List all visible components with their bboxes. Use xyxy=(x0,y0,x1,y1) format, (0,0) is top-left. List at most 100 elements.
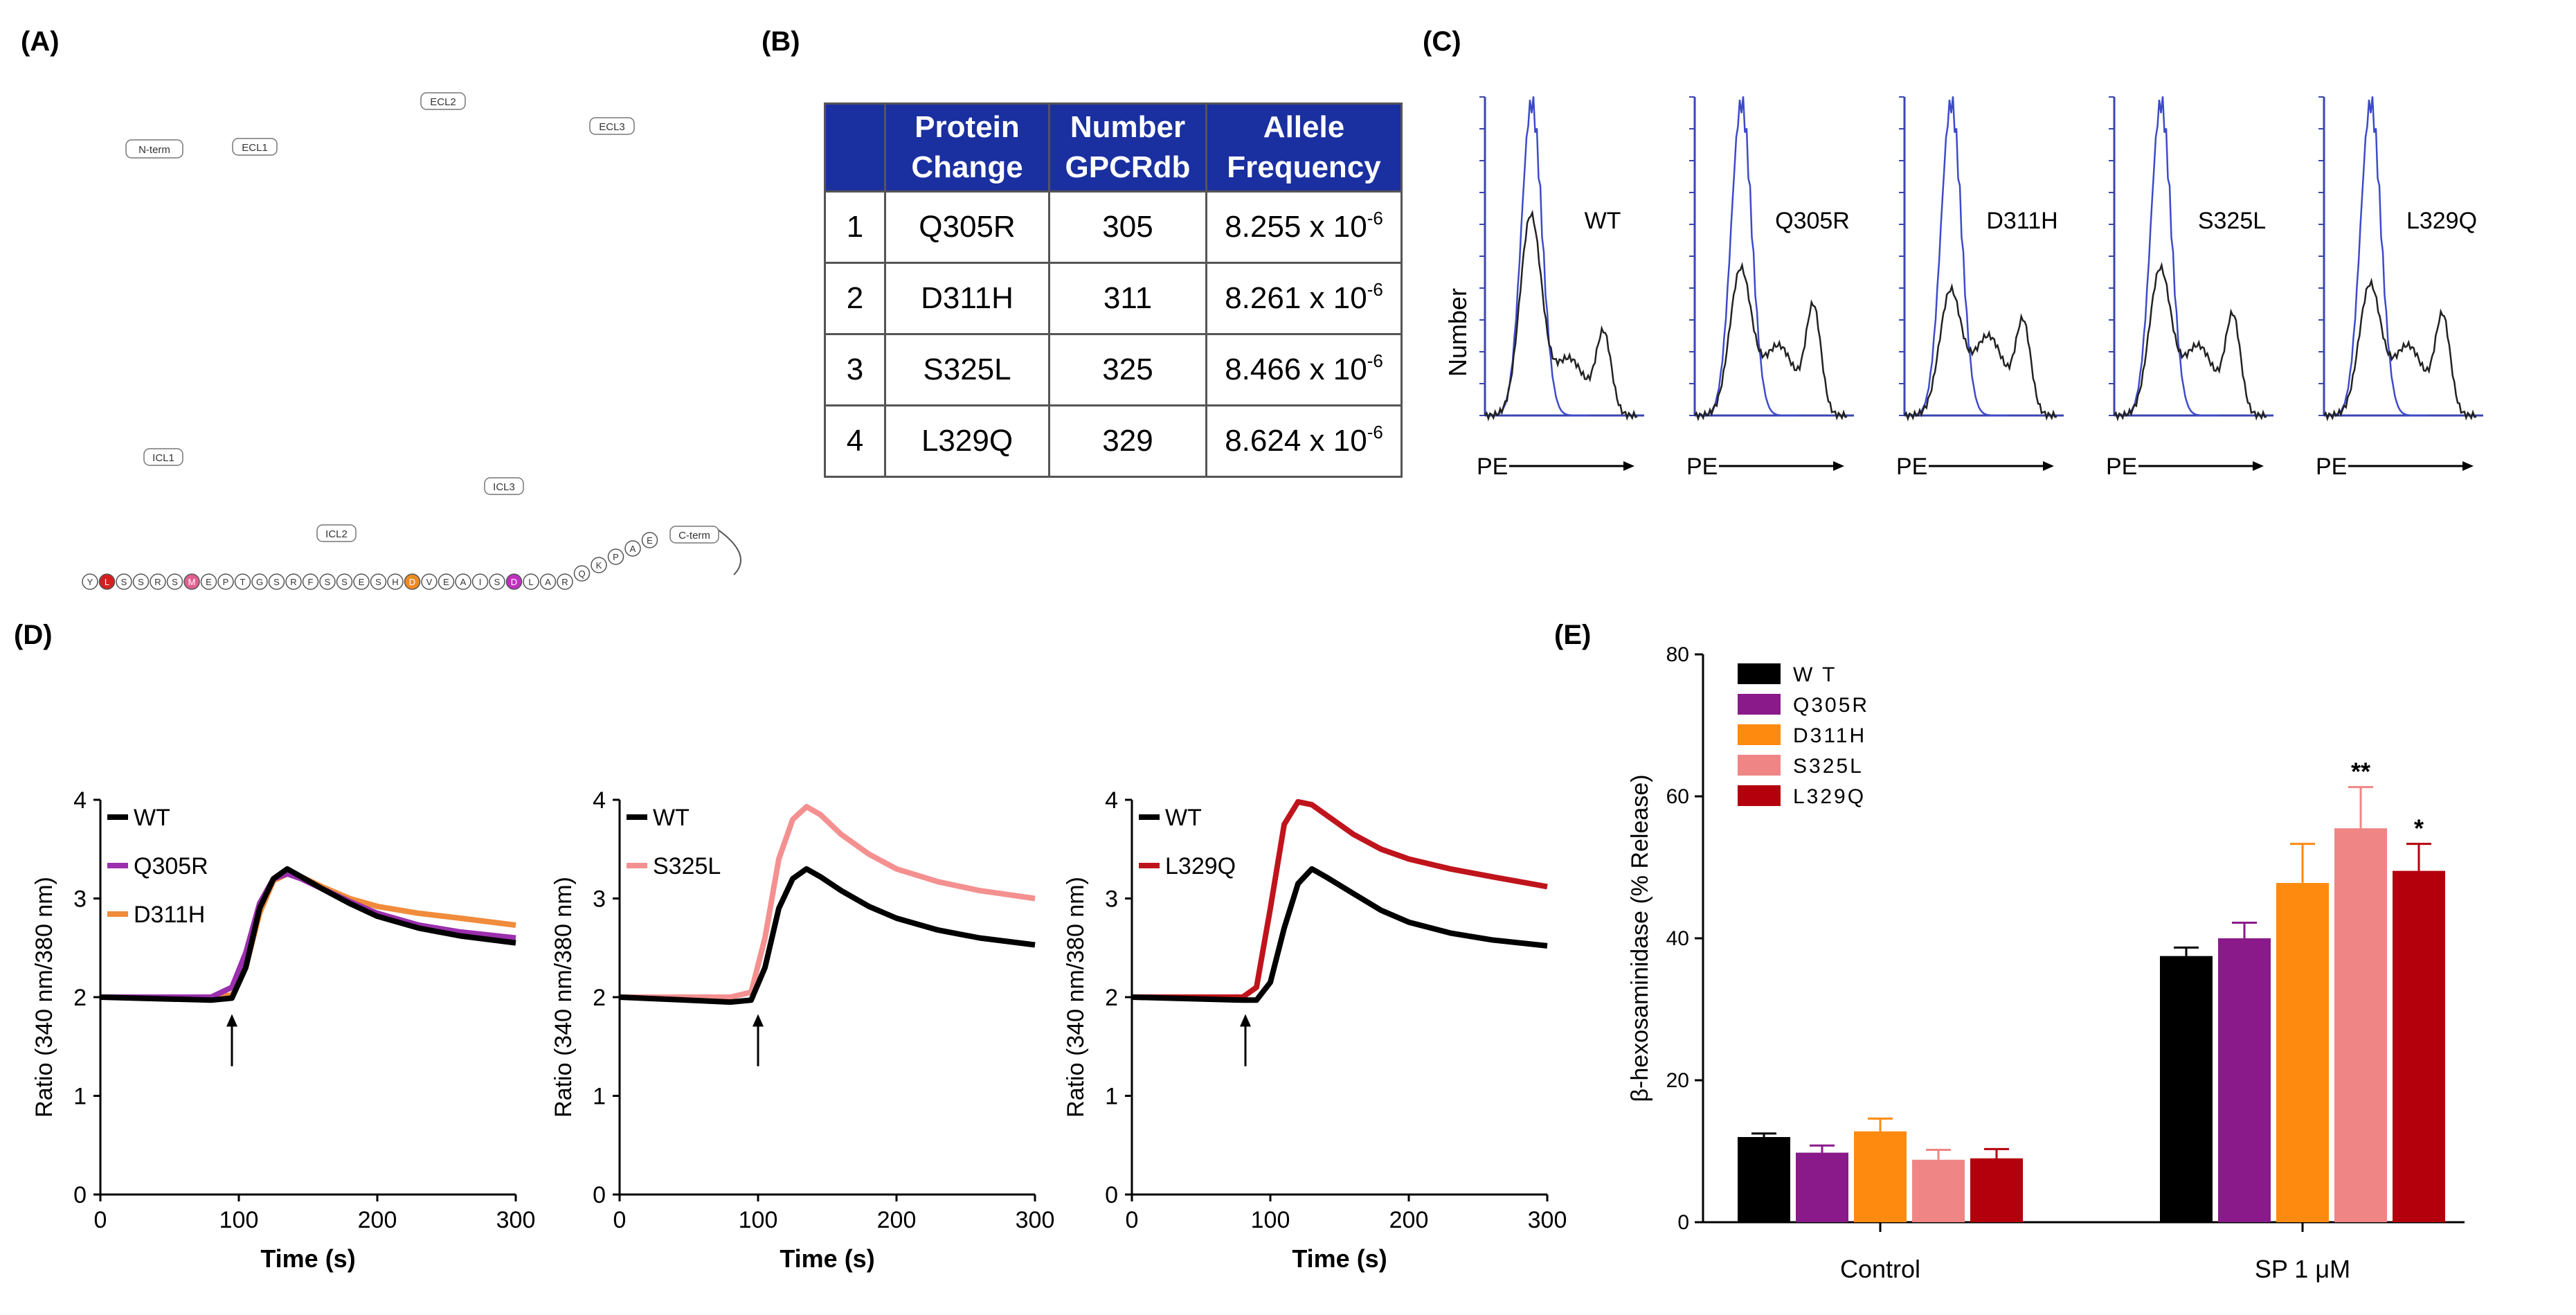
legend-label: S325L xyxy=(1793,755,1864,778)
legend-label: WT xyxy=(653,805,690,831)
bar-wt xyxy=(1738,1137,1790,1222)
legend-swatch xyxy=(1738,694,1781,715)
residue xyxy=(387,573,404,590)
y-tick-label: 3 xyxy=(1105,886,1118,913)
flow-isotype-trace xyxy=(2324,96,2428,417)
bar-q305r xyxy=(2218,938,2271,1222)
residue xyxy=(421,573,438,590)
row-index: 3 xyxy=(824,333,886,406)
residue xyxy=(591,557,607,573)
residue xyxy=(353,573,370,590)
header-number-gpcrdb: Number GPCRdb xyxy=(1048,102,1207,193)
freq-base: 8.624 x 10 xyxy=(1225,424,1367,458)
residue-letter: E xyxy=(359,577,365,587)
x-axis-title: Time (s) xyxy=(1292,1244,1387,1273)
residue-letter: E xyxy=(647,535,653,546)
legend-swatch xyxy=(1738,663,1781,684)
legend-label: S325L xyxy=(653,853,721,879)
residue-letter: A xyxy=(630,544,636,554)
legend-label: Q305R xyxy=(134,853,208,879)
panel-label-c: (C) xyxy=(1423,26,1461,57)
residue-letter: S xyxy=(121,577,127,587)
y-tick-label: 1 xyxy=(1105,1084,1118,1110)
row-gpcrdb: 329 xyxy=(1048,404,1207,478)
y-tick-label: 3 xyxy=(73,886,87,913)
table-row: 4 L329Q 329 8.624 x 10-6 xyxy=(824,404,1403,478)
x-tick-label: 0 xyxy=(94,1207,107,1233)
row-change: L329Q xyxy=(884,404,1050,478)
y-tick-label: 0 xyxy=(73,1182,87,1208)
table-row: 3 S325L 325 8.466 x 10-6 xyxy=(824,333,1403,406)
residue xyxy=(438,573,455,590)
flow-sample-label: L329Q xyxy=(2406,208,2477,234)
x-tick-label: 100 xyxy=(219,1207,259,1233)
legend-label: L329Q xyxy=(1793,785,1866,808)
category-label: Control xyxy=(1840,1255,1920,1283)
header-allele-frequency: Allele Frequency xyxy=(1205,102,1403,193)
residue xyxy=(404,573,421,590)
flow-isotype-trace xyxy=(1695,96,1799,417)
residue-letter: S xyxy=(341,577,348,587)
freq-base: 8.466 x 10 xyxy=(1225,352,1367,386)
legend-label: Q305R xyxy=(1793,694,1869,717)
bar-wt xyxy=(2160,956,2213,1222)
table-row: 2 D311H 311 8.261 x 10-6 xyxy=(824,262,1403,335)
legend-label: L329Q xyxy=(1165,853,1236,879)
stimulus-arrow-head xyxy=(1240,1014,1251,1027)
y-tick-label: 2 xyxy=(73,985,87,1011)
bar-s325l xyxy=(1912,1159,1965,1222)
residue-letter: P xyxy=(223,577,229,587)
row-frequency: 8.255 x 10-6 xyxy=(1205,190,1403,264)
y-tick-label: 80 xyxy=(1666,643,1689,666)
residue xyxy=(268,573,285,590)
y-tick-label: 0 xyxy=(1677,1211,1689,1234)
residue-letter: L xyxy=(105,577,109,587)
row-index: 1 xyxy=(824,190,886,264)
flow-histogram: D311H PE xyxy=(1896,96,2064,480)
residue-letter: A xyxy=(545,577,551,587)
y-tick-label: 2 xyxy=(593,985,606,1011)
row-change: Q305R xyxy=(884,190,1050,264)
residue-letter: K xyxy=(596,560,602,571)
row-gpcrdb: 325 xyxy=(1048,333,1207,406)
row-frequency: 8.624 x 10-6 xyxy=(1205,404,1403,478)
flow-isotype-trace xyxy=(1485,96,1589,417)
flow-ylabel: Number xyxy=(1443,288,1472,377)
y-tick-label: 1 xyxy=(593,1084,606,1110)
residue-letter: D xyxy=(409,577,415,587)
residue xyxy=(641,532,658,548)
residue-letter: Q xyxy=(578,569,585,579)
flow-isotype-trace xyxy=(1904,96,2008,417)
residue-letter: S xyxy=(172,577,178,587)
row-change: D311H xyxy=(884,262,1050,335)
residue-letter: P xyxy=(613,552,619,562)
residue xyxy=(183,573,200,590)
flow-histogram: S325L PE xyxy=(2106,96,2273,480)
residue xyxy=(607,548,624,565)
calcium-trace-chart-1: 0 1 2 3 4 0 100 200 300 Time (s) Ratio (340 nm/380… xyxy=(31,787,536,1273)
residue-letter: R xyxy=(561,577,568,587)
panel-label-a: (A) xyxy=(21,26,60,57)
residue xyxy=(539,573,557,590)
y-axis-title: Ratio (340 nm/380 nm) xyxy=(31,877,57,1118)
series-line-wt xyxy=(100,866,516,1003)
row-change: S325L xyxy=(884,333,1050,406)
residue-letter: L xyxy=(528,577,533,587)
residue-letter: G xyxy=(256,577,263,587)
label-c-term: C-term xyxy=(678,530,710,542)
flow-x-label: PE xyxy=(1896,454,1927,480)
header-protein-change: Protein Change xyxy=(884,102,1050,193)
bar-d311h xyxy=(1854,1131,1907,1222)
residue-letter: R xyxy=(154,577,161,587)
flow-sample-label: D311H xyxy=(1986,208,2057,234)
x-tick-label: 300 xyxy=(496,1207,536,1233)
panel-label-e: (E) xyxy=(1554,620,1592,650)
flow-x-label: PE xyxy=(1477,454,1508,480)
flow-x-label: PE xyxy=(2316,454,2347,480)
series-line-wt xyxy=(1131,866,1548,1003)
residue xyxy=(302,573,319,590)
hexosaminidase-bar-chart: 0 20 40 60 80 β-hexosaminidase (% Release) Con… xyxy=(1627,643,2465,1283)
residue xyxy=(573,565,591,582)
x-tick-label: 0 xyxy=(1126,1207,1139,1233)
residue xyxy=(200,573,217,590)
